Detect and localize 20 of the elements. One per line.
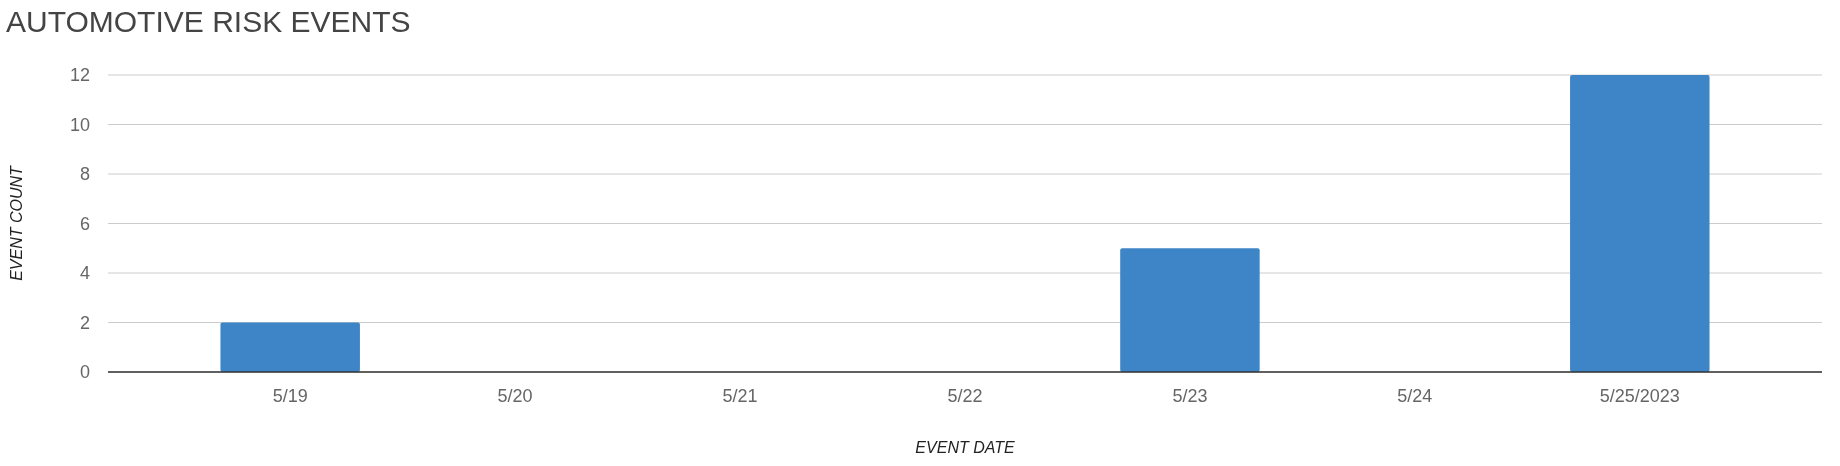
y-tick-label: 10 xyxy=(69,114,90,135)
y-tick-label: 4 xyxy=(79,263,90,284)
bar xyxy=(220,322,360,372)
y-tick-label: 0 xyxy=(79,362,90,383)
y-tick-label: 2 xyxy=(79,312,90,333)
y-tick-label: 8 xyxy=(79,164,90,185)
x-tick-label: 5/19 xyxy=(272,386,308,406)
x-tick-label: 5/20 xyxy=(497,386,533,406)
x-tick-label: 5/25/2023 xyxy=(1599,386,1680,406)
bar xyxy=(1120,248,1260,372)
chart-title: AUTOMOTIVE RISK EVENTS xyxy=(6,5,411,38)
x-tick-label: 5/23 xyxy=(1172,386,1208,406)
bar xyxy=(1570,75,1710,372)
x-axis-title: EVENT DATE xyxy=(915,439,1015,456)
x-tick-label: 5/21 xyxy=(722,386,758,406)
y-tick-label: 6 xyxy=(79,213,90,234)
x-tick-label: 5/22 xyxy=(947,386,983,406)
y-tick-label: 12 xyxy=(69,65,90,86)
x-tick-label: 5/24 xyxy=(1397,386,1433,406)
y-axis-title: EVENT COUNT xyxy=(8,164,25,281)
